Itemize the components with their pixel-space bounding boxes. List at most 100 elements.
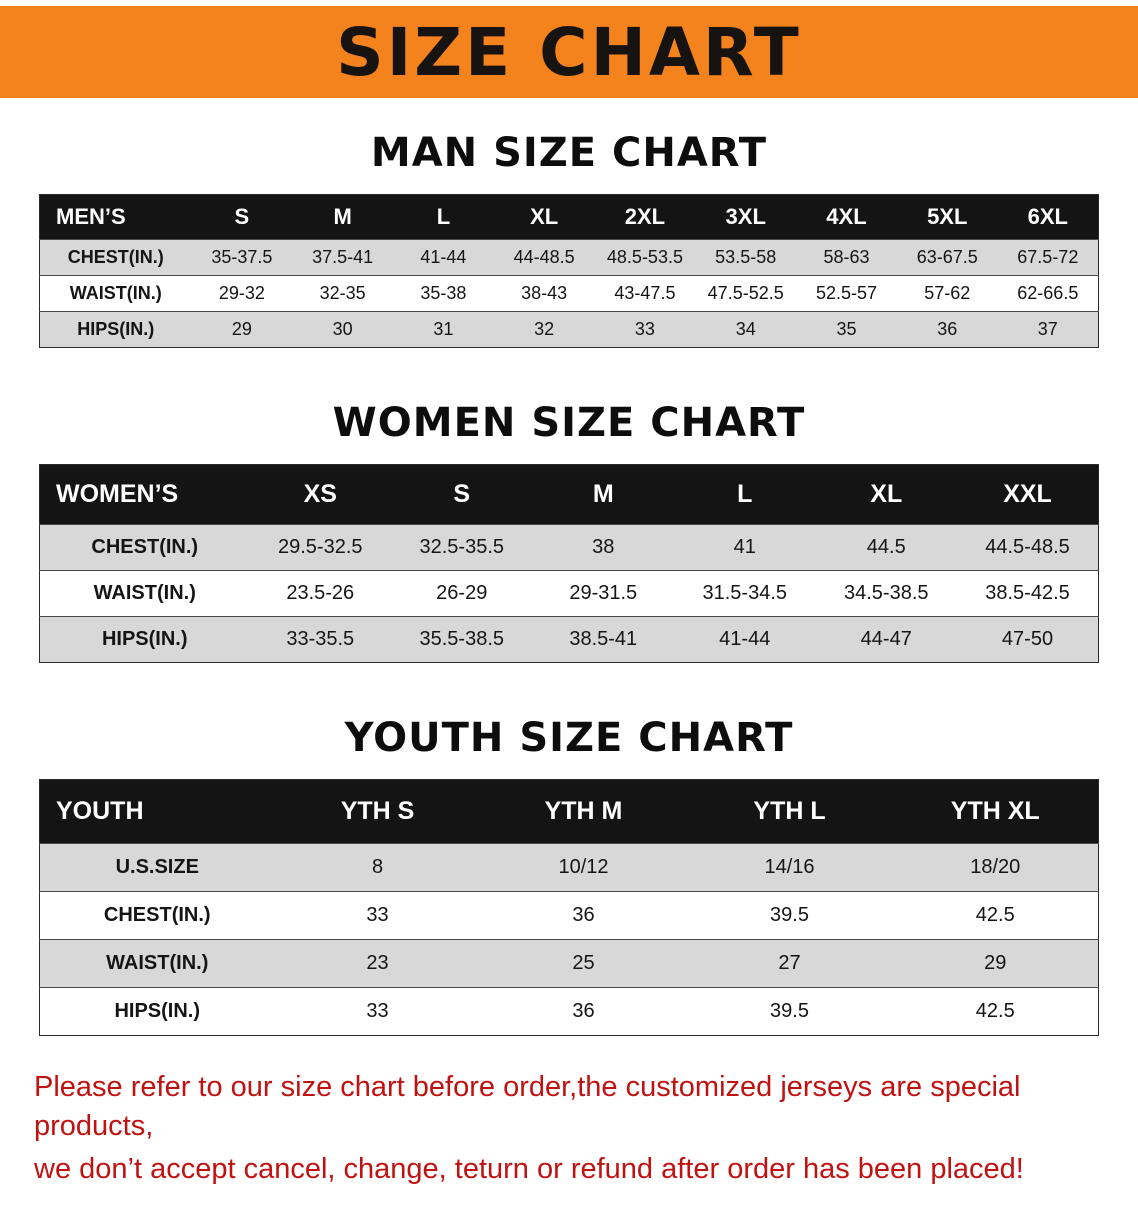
column-header: YTH S xyxy=(274,779,481,844)
disclaimer-line-1: Please refer to our size chart before or… xyxy=(34,1071,1021,1143)
size-value-cell: 33 xyxy=(274,987,481,1036)
column-header: XXL xyxy=(957,464,1099,525)
men-size-section: MAN SIZE CHART MEN’S S M L XL 2XL 3XL 4XL 5XL 6XL C… xyxy=(0,130,1138,348)
size-value-cell: 53.5-58 xyxy=(695,239,797,276)
table-header-row: YOUTH YTH S YTH M YTH L YTH XL xyxy=(39,779,1099,844)
size-value-cell: 32-35 xyxy=(292,275,394,312)
size-value-cell: 44.5 xyxy=(815,524,957,571)
column-header: YTH XL xyxy=(892,779,1099,844)
size-value-cell: 8 xyxy=(274,843,481,892)
size-value-cell: 44.5-48.5 xyxy=(957,524,1099,571)
size-value-cell: 34.5-38.5 xyxy=(815,570,957,617)
size-value-cell: 33 xyxy=(274,891,481,940)
table-row: WAIST(IN.) 23.5-26 26-29 29-31.5 31.5-34.5 34… xyxy=(39,570,1099,617)
size-value-cell: 47.5-52.5 xyxy=(695,275,797,312)
size-value-cell: 63-67.5 xyxy=(896,239,998,276)
size-value-cell: 23 xyxy=(274,939,481,988)
size-value-cell: 27 xyxy=(686,939,893,988)
table-group-label: MEN’S xyxy=(39,194,192,240)
size-value-cell: 10/12 xyxy=(480,843,687,892)
disclaimer: Please refer to our size chart before or… xyxy=(0,1068,1138,1213)
table-group-label: YOUTH xyxy=(39,779,275,844)
size-value-cell: 29-31.5 xyxy=(532,570,674,617)
size-value-cell: 33 xyxy=(594,311,696,348)
table-row: CHEST(IN.) 35-37.5 37.5-41 41-44 44-48.5 48.5… xyxy=(39,239,1099,276)
table-row: HIPS(IN.) 33-35.5 35.5-38.5 38.5-41 41-44 44-… xyxy=(39,616,1099,663)
size-value-cell: 47-50 xyxy=(957,616,1099,663)
size-value-cell: 38-43 xyxy=(493,275,595,312)
size-value-cell: 32.5-35.5 xyxy=(391,524,533,571)
size-value-cell: 36 xyxy=(480,891,687,940)
column-header: S xyxy=(191,194,293,240)
row-label: HIPS(IN.) xyxy=(39,987,275,1036)
size-value-cell: 31 xyxy=(393,311,494,348)
size-value-cell: 35-38 xyxy=(393,275,494,312)
size-value-cell: 31.5-34.5 xyxy=(674,570,816,617)
table-row: HIPS(IN.) 29 30 31 32 33 34 35 36 37 xyxy=(39,311,1099,348)
size-value-cell: 36 xyxy=(480,987,687,1036)
size-value-cell: 30 xyxy=(292,311,394,348)
size-value-cell: 44-47 xyxy=(815,616,957,663)
youth-section-heading: YOUTH SIZE CHART xyxy=(344,715,794,761)
size-value-cell: 48.5-53.5 xyxy=(594,239,696,276)
column-header: YTH L xyxy=(686,779,893,844)
table-header-row: WOMEN’S XS S M L XL XXL xyxy=(39,464,1099,525)
table-row: CHEST(IN.) 33 36 39.5 42.5 xyxy=(39,891,1099,940)
size-value-cell: 18/20 xyxy=(892,843,1099,892)
column-header: XL xyxy=(815,464,957,525)
men-size-table: MEN’S S M L XL 2XL 3XL 4XL 5XL 6XL CHEST(IN.) 35-37… xyxy=(39,194,1099,348)
size-value-cell: 42.5 xyxy=(892,891,1099,940)
column-header: M xyxy=(292,194,394,240)
size-value-cell: 29-32 xyxy=(191,275,293,312)
youth-size-section: YOUTH SIZE CHART YOUTH YTH S YTH M YTH L YTH … xyxy=(0,715,1138,1036)
size-value-cell: 35.5-38.5 xyxy=(391,616,533,663)
women-table-head: WOMEN’S XS S M L XL XXL xyxy=(39,464,1099,525)
disclaimer-line-2: we don’t accept cancel, change, teturn o… xyxy=(34,1153,1024,1186)
women-size-table: WOMEN’S XS S M L XL XXL CHEST(IN.) 29.5-32.5 32.5… xyxy=(39,464,1099,663)
size-value-cell: 38 xyxy=(532,524,674,571)
size-value-cell: 32 xyxy=(493,311,595,348)
table-row: U.S.SIZE 8 10/12 14/16 18/20 xyxy=(39,843,1099,892)
table-row: WAIST(IN.) 29-32 32-35 35-38 38-43 43-47.5 47.… xyxy=(39,275,1099,312)
women-section-heading: WOMEN SIZE CHART xyxy=(332,400,806,446)
size-value-cell: 14/16 xyxy=(686,843,893,892)
column-header: 2XL xyxy=(594,194,696,240)
size-value-cell: 34 xyxy=(695,311,797,348)
size-value-cell: 36 xyxy=(896,311,998,348)
table-header-row: MEN’S S M L XL 2XL 3XL 4XL 5XL 6XL xyxy=(39,194,1099,240)
men-table-body: CHEST(IN.) 35-37.5 37.5-41 41-44 44-48.5 48.5… xyxy=(39,239,1099,348)
table-group-label: WOMEN’S xyxy=(39,464,250,525)
column-header: S xyxy=(391,464,533,525)
table-row: CHEST(IN.) 29.5-32.5 32.5-35.5 38 41 44.5 44.5… xyxy=(39,524,1099,571)
size-value-cell: 41 xyxy=(674,524,816,571)
column-header: 5XL xyxy=(896,194,998,240)
column-header: M xyxy=(532,464,674,525)
size-value-cell: 25 xyxy=(480,939,687,988)
column-header: L xyxy=(393,194,494,240)
size-value-cell: 29 xyxy=(191,311,293,348)
size-value-cell: 62-66.5 xyxy=(997,275,1099,312)
row-label: CHEST(IN.) xyxy=(39,239,192,276)
banner: SIZE CHART xyxy=(0,6,1138,98)
row-label: WAIST(IN.) xyxy=(39,570,250,617)
size-value-cell: 33-35.5 xyxy=(249,616,391,663)
size-value-cell: 37 xyxy=(997,311,1099,348)
size-value-cell: 43-47.5 xyxy=(594,275,696,312)
size-chart-sections: MAN SIZE CHART MEN’S S M L XL 2XL 3XL 4XL 5XL 6XL C… xyxy=(0,130,1138,1036)
size-value-cell: 44-48.5 xyxy=(493,239,595,276)
size-value-cell: 41-44 xyxy=(393,239,494,276)
column-header: XL xyxy=(493,194,595,240)
row-label: WAIST(IN.) xyxy=(39,275,192,312)
youth-table-head: YOUTH YTH S YTH M YTH L YTH XL xyxy=(39,779,1099,844)
women-size-section: WOMEN SIZE CHART WOMEN’S XS S M L XL XXL CHEST(I… xyxy=(0,400,1138,663)
size-value-cell: 37.5-41 xyxy=(292,239,394,276)
size-value-cell: 41-44 xyxy=(674,616,816,663)
row-label: CHEST(IN.) xyxy=(39,524,250,571)
size-value-cell: 29.5-32.5 xyxy=(249,524,391,571)
men-section-heading: MAN SIZE CHART xyxy=(370,130,768,176)
column-header: YTH M xyxy=(480,779,687,844)
men-table-head: MEN’S S M L XL 2XL 3XL 4XL 5XL 6XL xyxy=(39,194,1099,240)
column-header: 6XL xyxy=(997,194,1099,240)
youth-table-body: U.S.SIZE 8 10/12 14/16 18/20 CHEST(IN.) 33 36 39… xyxy=(39,843,1099,1036)
